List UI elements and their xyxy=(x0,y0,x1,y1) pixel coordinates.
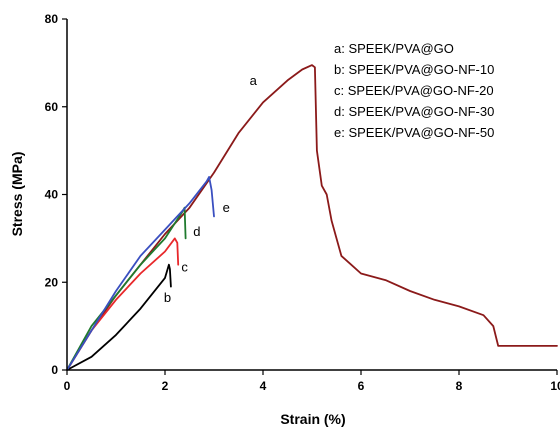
legend-entry-e: e: SPEEK/PVA@GO-NF-50 xyxy=(334,125,494,140)
series-line-a xyxy=(66,64,558,371)
curve-labels: a b c d e xyxy=(164,73,258,305)
x-ticks: 0 2 4 6 8 10 xyxy=(64,370,560,393)
y-tick-label: 60 xyxy=(45,100,59,114)
x-tick-label: 2 xyxy=(162,379,169,393)
curve-label-c: c xyxy=(181,259,188,274)
y-tick-label: 80 xyxy=(45,12,59,26)
legend-entry-d: d: SPEEK/PVA@GO-NF-30 xyxy=(334,104,494,119)
x-tick-label: 4 xyxy=(260,379,267,393)
series-line-b xyxy=(66,263,172,371)
x-axis-title: Strain (%) xyxy=(280,411,345,427)
x-tick-label: 0 xyxy=(64,379,71,393)
y-ticks: 0 20 40 60 80 xyxy=(45,12,67,377)
legend-entry-a: a: SPEEK/PVA@GO xyxy=(334,41,454,56)
x-tick-label: 6 xyxy=(358,379,365,393)
x-tick-label: 10 xyxy=(550,379,560,393)
legend: a: SPEEK/PVA@GO b: SPEEK/PVA@GO-NF-10 c:… xyxy=(334,41,494,140)
curve-label-b: b xyxy=(164,290,171,305)
series-line-e xyxy=(66,175,215,371)
legend-entry-b: b: SPEEK/PVA@GO-NF-10 xyxy=(334,62,494,77)
y-tick-label: 20 xyxy=(45,275,59,289)
curve-label-d: d xyxy=(193,224,200,239)
y-tick-label: 40 xyxy=(45,188,59,202)
y-axis-title: Stress (MPa) xyxy=(9,152,25,237)
y-tick-label: 0 xyxy=(51,363,58,377)
x-tick-label: 8 xyxy=(456,379,463,393)
series-line-c xyxy=(66,237,180,371)
legend-entry-c: c: SPEEK/PVA@GO-NF-20 xyxy=(334,83,494,98)
curves-layer xyxy=(66,64,558,371)
curve-label-e: e xyxy=(223,200,230,215)
curve-label-a: a xyxy=(250,73,258,88)
